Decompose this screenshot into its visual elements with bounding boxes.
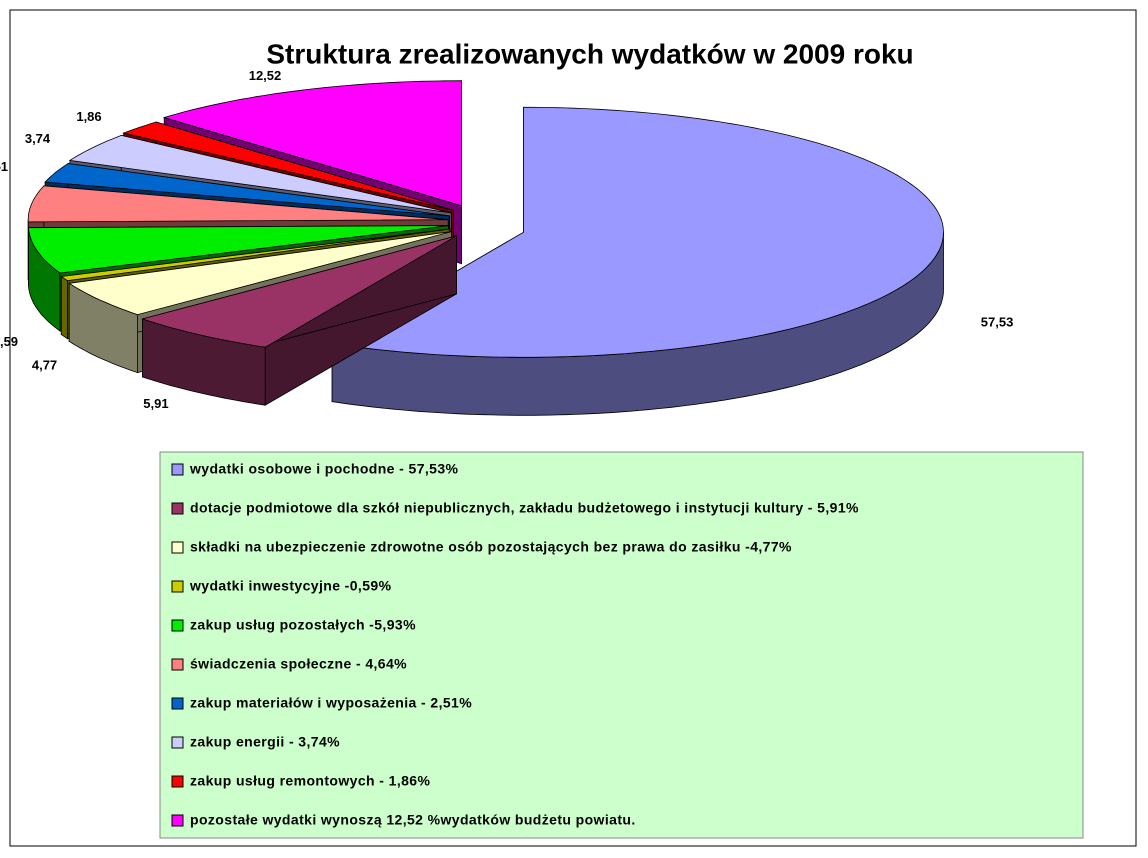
data-label: 4,77 (32, 357, 57, 372)
data-label: 5,91 (143, 396, 168, 411)
data-label: 1,86 (76, 109, 101, 124)
slice (68, 231, 452, 316)
data-label: 0,59 (0, 334, 18, 349)
legend-swatch (171, 502, 184, 515)
slice (162, 80, 462, 207)
legend-swatch (171, 736, 184, 749)
legend-label: pozostałe wydatki wynoszą 12,52 %wydatkó… (190, 812, 636, 828)
legend-swatch (171, 814, 184, 827)
legend-label: składki na ubezpieczenie zdrowotne osób … (190, 539, 792, 555)
legend-label: zakup usług pozostałych -5,93% (190, 617, 416, 633)
legend-swatch (171, 775, 184, 788)
data-label: 12,52 (249, 68, 282, 83)
slice-wall (60, 275, 68, 340)
legend-label: zakup energii - 3,74% (190, 734, 340, 750)
slice (27, 185, 449, 223)
legend-label: zakup usług remontowych - 1,86% (190, 773, 430, 789)
slice (28, 225, 449, 274)
legend-swatch (171, 619, 184, 632)
data-label: 3,74 (25, 131, 51, 146)
legend-label: wydatki osobowe i pochodne - 57,53% (189, 461, 459, 477)
legend-swatch (171, 580, 184, 593)
legend-label: zakup materiałów i wyposażenia - 2,51% (190, 695, 472, 711)
slice (122, 121, 454, 211)
pie: 57,535,914,770,595,934,642,513,741,8612,… (0, 68, 1014, 416)
slice (141, 235, 457, 348)
slice (330, 106, 944, 358)
legend-label: dotacje podmiotowe dla szkół niepubliczn… (190, 500, 859, 516)
legend-swatch (171, 541, 184, 554)
legend-swatch (171, 463, 184, 476)
legend-swatch (171, 658, 184, 671)
legend-swatch (171, 697, 184, 710)
data-label: 57,53 (981, 315, 1014, 330)
legend-box (159, 451, 1084, 839)
legend: wydatki osobowe i pochodne - 57,53% dotac… (171, 461, 859, 828)
legend-label: świadczenia społeczne - 4,64% (190, 656, 407, 672)
slice (60, 228, 450, 282)
data-label: 2,51 (0, 159, 8, 174)
slice (68, 134, 452, 214)
chart-title: Struktura zrealizowanych wydatków w 2009… (266, 38, 913, 69)
slice (44, 163, 450, 217)
legend-label: wydatki inwestycyjne -0,59% (189, 578, 392, 594)
